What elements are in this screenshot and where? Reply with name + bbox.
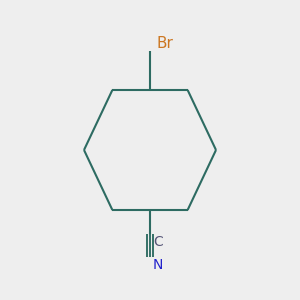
Text: N: N bbox=[153, 258, 164, 272]
Text: Br: Br bbox=[156, 36, 173, 51]
Text: C: C bbox=[153, 236, 163, 250]
